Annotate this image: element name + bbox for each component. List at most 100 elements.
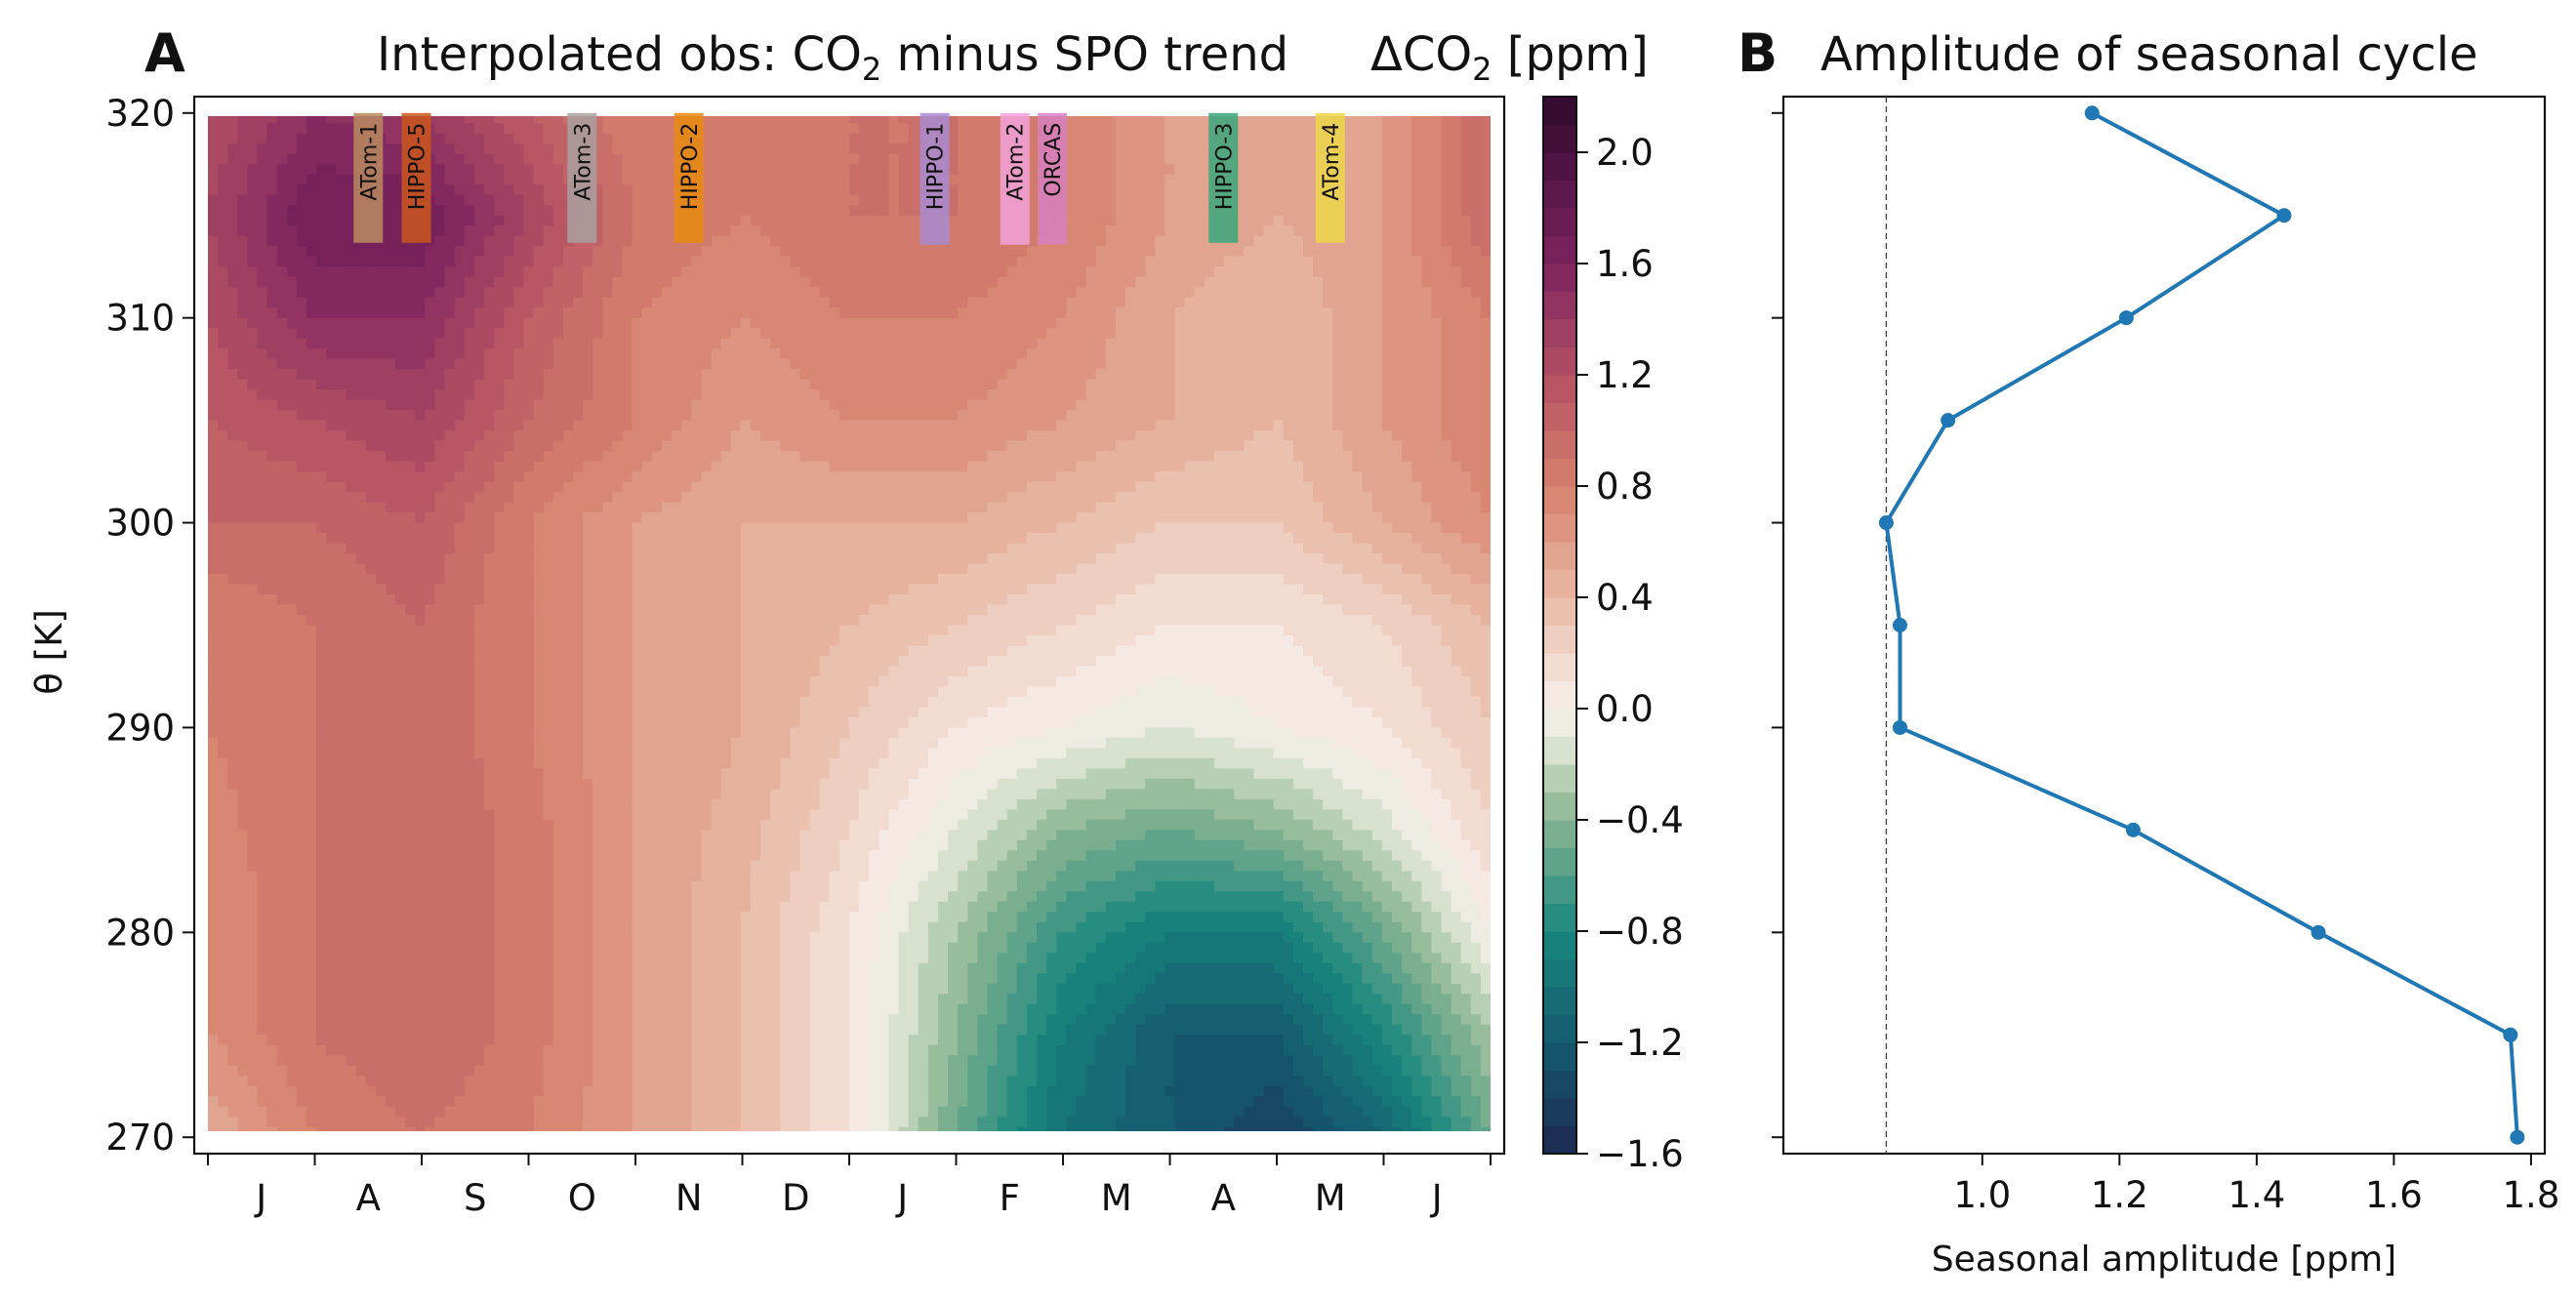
heatmap-cell: [948, 440, 959, 452]
heatmap-cell: [879, 358, 890, 370]
heatmap-cell: [918, 328, 929, 340]
heatmap-cell: [1391, 389, 1403, 401]
heatmap-cell: [651, 116, 663, 124]
heatmap-cell: [1037, 399, 1047, 411]
heatmap-cell: [1421, 307, 1432, 319]
heatmap-cell: [247, 215, 259, 226]
heatmap-cell: [227, 215, 238, 226]
heatmap-cell: [1234, 287, 1245, 299]
heatmap-cell: [326, 266, 337, 278]
heatmap-cell: [1411, 116, 1422, 124]
heatmap-cell: [593, 266, 603, 278]
heatmap-cell: [740, 174, 752, 185]
heatmap-cell: [1283, 420, 1294, 431]
heatmap-cell: [809, 338, 821, 349]
heatmap-cell: [296, 194, 307, 206]
heatmap-cell: [1292, 276, 1304, 288]
heatmap-cell: [346, 379, 357, 390]
heatmap-cell: [632, 338, 643, 349]
heatmap-cell: [1441, 338, 1452, 349]
heatmap-cell: [997, 399, 1008, 411]
heatmap-cell: [395, 358, 406, 370]
heatmap-cell: [977, 116, 989, 124]
heatmap-cell: [958, 481, 968, 493]
heatmap-cell: [1213, 246, 1225, 258]
heatmap-cell: [612, 153, 624, 165]
heatmap-cell: [799, 328, 811, 340]
heatmap-cell: [859, 153, 870, 165]
heatmap-cell: [227, 287, 238, 299]
heatmap-cell: [266, 174, 278, 185]
heatmap-cell: [473, 194, 485, 206]
heatmap-cell: [464, 420, 475, 431]
heatmap-cell: [997, 276, 1008, 288]
heatmap-cell: [927, 451, 939, 463]
heatmap-cell: [405, 471, 416, 483]
heatmap-cell: [355, 379, 367, 390]
heatmap-cell: [1105, 471, 1117, 483]
heatmap-cell: [1076, 471, 1087, 483]
heatmap-cell: [1115, 123, 1126, 135]
heatmap-cell: [829, 215, 840, 226]
heatmap-cell: [464, 205, 475, 217]
heatmap-cell: [869, 235, 879, 247]
heatmap-cell: [1371, 153, 1383, 165]
heatmap-cell: [918, 389, 929, 401]
heatmap-cell: [1155, 276, 1166, 288]
heatmap-cell: [593, 194, 603, 206]
heatmap-cell: [651, 164, 663, 176]
heatmap-cell: [543, 215, 554, 226]
heatmap-cell: [562, 297, 574, 308]
heatmap-cell: [908, 256, 920, 267]
heatmap-cell: [641, 410, 653, 422]
heatmap-cell: [1056, 338, 1067, 349]
heatmap-cell: [1302, 225, 1314, 237]
heatmap-cell: [838, 297, 850, 308]
heatmap-cell: [720, 389, 732, 401]
heatmap-cell: [346, 143, 357, 155]
heatmap-cell: [1016, 440, 1028, 452]
heatmap-cell: [730, 471, 742, 483]
heatmap-cell: [425, 461, 436, 472]
heatmap-cell: [1115, 369, 1126, 381]
heatmap-cell: [1155, 266, 1166, 278]
heatmap-cell: [602, 440, 614, 452]
heatmap-cell: [1342, 225, 1354, 237]
heatmap-cell: [494, 451, 505, 463]
heatmap-cell: [1174, 369, 1186, 381]
heatmap-cell: [1352, 389, 1364, 401]
heatmap-cell: [257, 451, 268, 463]
heatmap-cell: [346, 451, 357, 463]
heatmap-cell: [208, 225, 219, 237]
heatmap-cell: [790, 164, 801, 176]
heatmap-cell: [1076, 184, 1087, 196]
heatmap-cell: [1174, 266, 1186, 278]
heatmap-cell: [1105, 297, 1117, 308]
heatmap-cell: [1342, 235, 1354, 247]
heatmap-cell: [1213, 471, 1225, 483]
heatmap-cell: [770, 451, 781, 463]
heatmap-cell: [711, 276, 722, 288]
heatmap-cell: [1302, 338, 1314, 349]
heatmap-cell: [1095, 451, 1107, 463]
heatmap-cell: [720, 481, 732, 493]
heatmap-cell: [1362, 399, 1373, 411]
heatmap-cell: [494, 235, 505, 247]
heatmap-cell: [1460, 205, 1472, 217]
heatmap-cell: [1313, 492, 1324, 504]
heatmap-cell: [1076, 123, 1087, 135]
heatmap-cell: [1402, 317, 1412, 329]
heatmap-cell: [750, 430, 761, 442]
heatmap-cell: [987, 287, 999, 299]
heatmap-cell: [1115, 461, 1126, 472]
heatmap-cell: [1066, 410, 1078, 422]
heatmap-cell: [1056, 358, 1067, 370]
heatmap-cell: [1125, 225, 1136, 237]
heatmap-cell: [1283, 235, 1294, 247]
heatmap-cell: [879, 215, 890, 226]
heatmap-cell: [898, 492, 910, 504]
heatmap-cell: [641, 502, 653, 513]
heatmap-cell: [780, 451, 791, 463]
heatmap-cell: [1431, 143, 1443, 155]
heatmap-cell: [1441, 492, 1452, 504]
